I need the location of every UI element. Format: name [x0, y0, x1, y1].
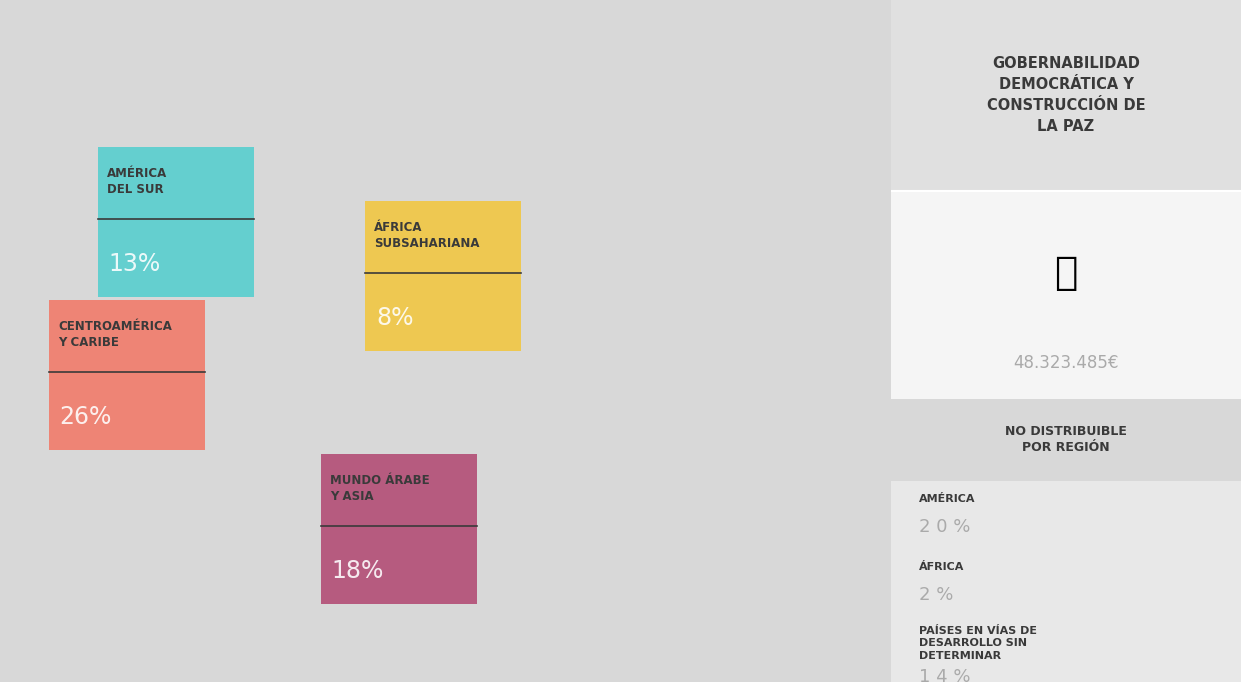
FancyBboxPatch shape	[48, 300, 205, 450]
FancyBboxPatch shape	[0, 0, 1158, 682]
Text: AMÉRICA
DEL SUR: AMÉRICA DEL SUR	[107, 166, 168, 196]
Text: CENTROAMÉRICA
Y CARIBE: CENTROAMÉRICA Y CARIBE	[58, 320, 171, 349]
Text: ÁFRICA
SUBSAHARIANA: ÁFRICA SUBSAHARIANA	[375, 221, 480, 250]
FancyBboxPatch shape	[891, 191, 1241, 399]
FancyBboxPatch shape	[98, 147, 254, 297]
Text: 13%: 13%	[109, 252, 161, 276]
Text: 1 4 %: 1 4 %	[920, 668, 970, 682]
Text: NO DISTRIBUIBLE
POR REGIÓN: NO DISTRIBUIBLE POR REGIÓN	[1005, 425, 1127, 454]
Text: 2 %: 2 %	[920, 586, 953, 604]
FancyBboxPatch shape	[891, 481, 1241, 682]
FancyBboxPatch shape	[891, 399, 1241, 481]
FancyBboxPatch shape	[891, 0, 1241, 191]
FancyBboxPatch shape	[320, 454, 477, 604]
Text: 2 0 %: 2 0 %	[920, 518, 970, 535]
Text: AMÉRICA: AMÉRICA	[920, 494, 975, 504]
Text: 18%: 18%	[331, 559, 383, 582]
Text: PAÍSES EN VÍAS DE
DESARROLLO SIN
DETERMINAR: PAÍSES EN VÍAS DE DESARROLLO SIN DETERMI…	[920, 626, 1037, 661]
Text: ÁFRICA: ÁFRICA	[920, 563, 964, 572]
Text: MUNDO ÁRABE
Y ASIA: MUNDO ÁRABE Y ASIA	[330, 473, 429, 503]
Text: 48.323.485€: 48.323.485€	[1013, 354, 1119, 372]
Text: 🕊: 🕊	[1055, 254, 1077, 292]
Text: 8%: 8%	[376, 306, 413, 330]
Text: 26%: 26%	[60, 405, 112, 429]
Text: GOBERNABILIDAD
DEMOCRÁTICA Y
CONSTRUCCIÓN DE
LA PAZ: GOBERNABILIDAD DEMOCRÁTICA Y CONSTRUCCIÓ…	[987, 57, 1145, 134]
FancyBboxPatch shape	[365, 201, 521, 351]
